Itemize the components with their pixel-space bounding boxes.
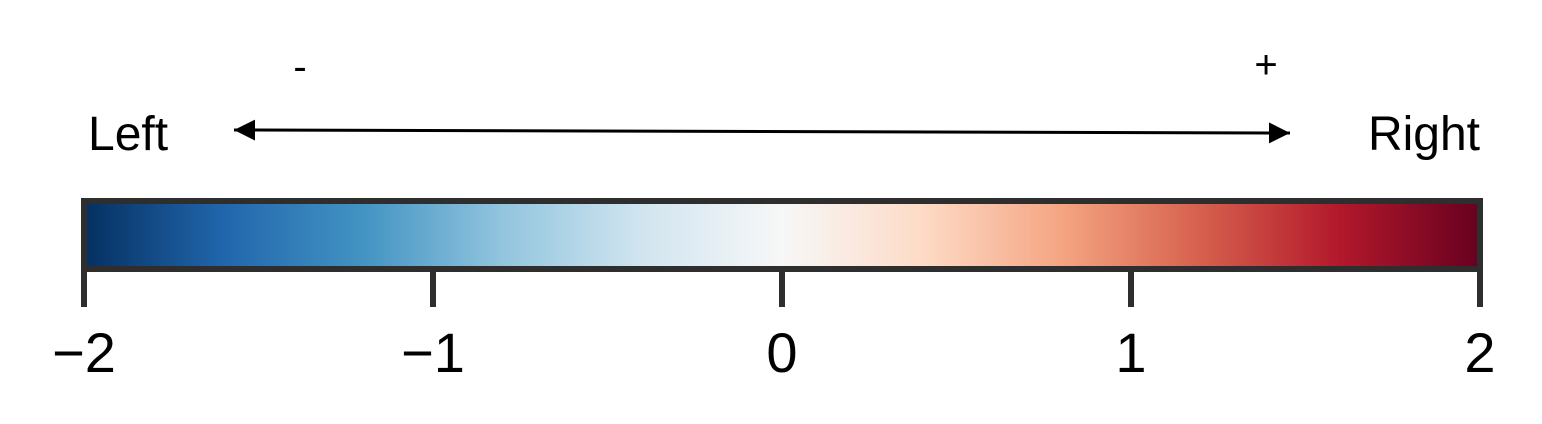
right-label: Right	[1368, 108, 1480, 161]
tick-label: −1	[401, 321, 465, 384]
tick-label: 1	[1115, 321, 1146, 384]
tick-group: −2 −1 0 1 2	[52, 269, 1496, 384]
tick-label: −2	[52, 321, 116, 384]
tick-label: 2	[1464, 321, 1495, 384]
direction-arrow	[233, 119, 1291, 144]
colorbar-gradient	[81, 198, 1483, 272]
left-label: Left	[88, 108, 168, 161]
tick-label: 0	[766, 321, 797, 384]
minus-sign: -	[293, 45, 306, 89]
plus-sign: +	[1254, 43, 1277, 87]
